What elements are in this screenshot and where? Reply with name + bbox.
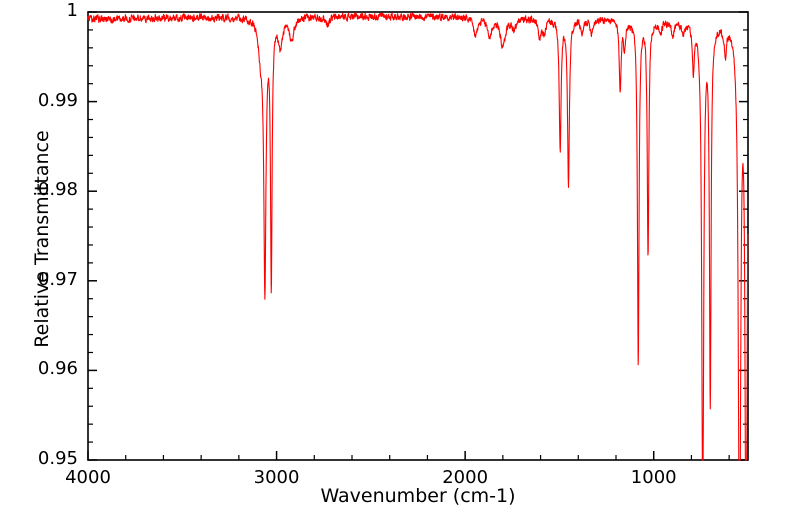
y-tick-label: 0.95 — [37, 448, 78, 469]
y-axis-title: Relative Transmittance — [31, 130, 53, 348]
x-tick-label: 4000 — [65, 467, 111, 488]
y-tick-label: 1 — [66, 0, 78, 21]
trace-line — [87, 12, 749, 461]
x-tick-label: 3000 — [253, 467, 300, 488]
x-tick-label: 1000 — [630, 467, 677, 488]
axis-ticks — [87, 11, 748, 461]
plot-frame — [87, 11, 749, 461]
x-tick-label: 2000 — [442, 467, 489, 488]
spectrum-trace — [87, 12, 749, 461]
y-tick-label: 0.99 — [37, 89, 78, 111]
y-tick-label: 0.96 — [37, 358, 78, 380]
x-axis-title: Wavenumber (cm-1) — [320, 485, 516, 507]
y-tick-label: 0.98 — [37, 179, 78, 201]
y-tick-label: 0.97 — [37, 268, 78, 290]
